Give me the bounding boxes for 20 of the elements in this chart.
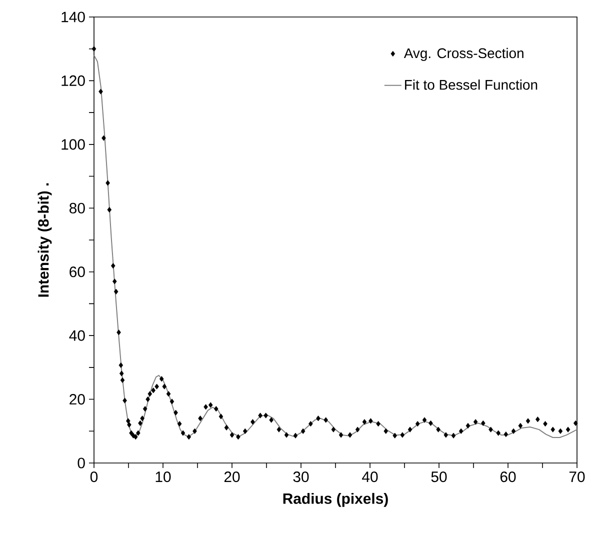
legend-label: Fit to Bessel Function xyxy=(405,80,538,90)
x-axis-title: Radius (pixels) xyxy=(283,492,388,507)
x-tick-label: 10 xyxy=(156,472,171,482)
y-tick-label: 60 xyxy=(70,266,85,278)
x-tick-label: 40 xyxy=(362,472,378,482)
x-tick-label: 50 xyxy=(431,472,447,482)
y-tick-label: 100 xyxy=(62,139,85,150)
y-axis-title: Intensity (8-bit) . xyxy=(38,183,52,297)
y-tick-label: 20 xyxy=(70,394,85,405)
x-tick-label: 20 xyxy=(224,472,240,482)
x-tick-label: 0 xyxy=(90,472,98,482)
y-tick-label: 0 xyxy=(78,458,85,468)
y-tick-label: 120 xyxy=(62,75,85,86)
y-tick-label: 40 xyxy=(69,330,85,341)
y-tick-label: 140 xyxy=(62,12,85,22)
y-tick-label: 80 xyxy=(70,202,85,214)
x-tick-label: 30 xyxy=(293,472,309,482)
x-tick-label: 70 xyxy=(569,472,585,482)
legend-label: Avg. Cross-Section xyxy=(404,48,524,61)
x-tick-label: 60 xyxy=(500,472,516,482)
